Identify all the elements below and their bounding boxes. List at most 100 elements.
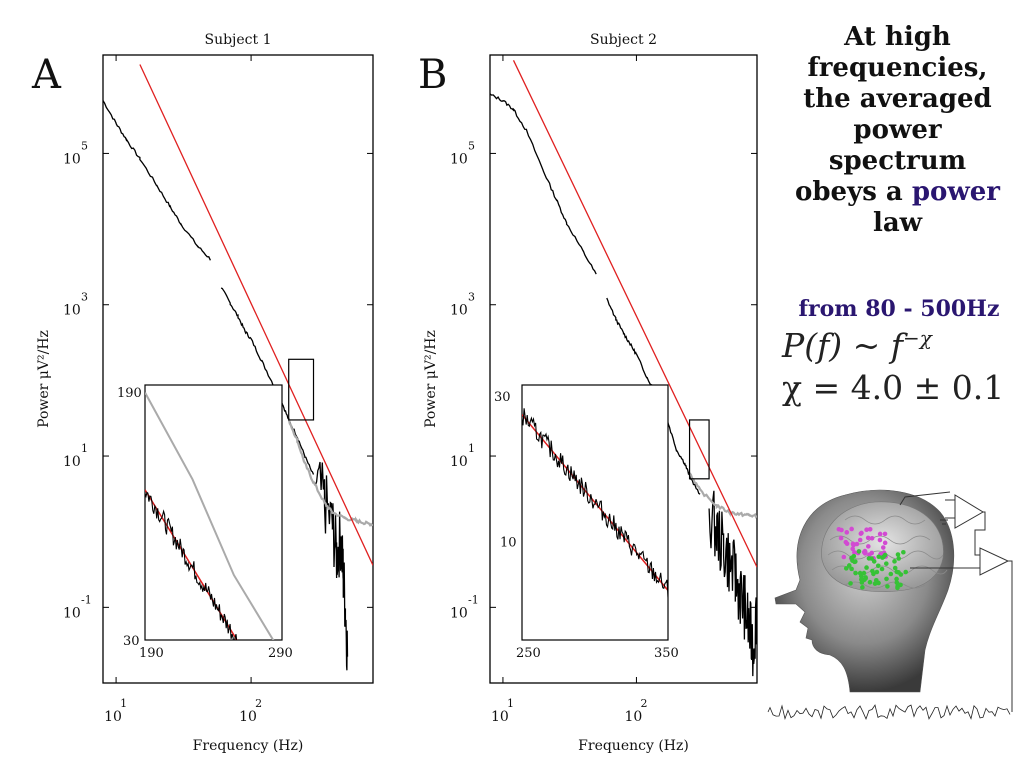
electrode-dot xyxy=(849,526,854,532)
x-tick-label-b: 10 xyxy=(491,709,509,725)
headline-text: At high frequencies, the averaged power … xyxy=(790,22,1005,239)
electrode-dot xyxy=(867,552,872,557)
y-tick-exponent-b: 5 xyxy=(468,139,475,152)
equation-1-base: P(f) ~ f xyxy=(782,326,904,365)
inset-x-tick-label-a: 190 xyxy=(139,646,164,661)
electrode-dot xyxy=(874,569,880,575)
electrode-dot xyxy=(892,565,898,571)
y-tick-label-b: 10 xyxy=(450,605,468,621)
y-axis-label-a: Power μV²/Hz xyxy=(36,330,52,428)
y-tick-exponent-a: 3 xyxy=(81,291,88,304)
equation-1-exponent: −χ xyxy=(903,326,932,350)
y-tick-label-b: 10 xyxy=(450,303,468,319)
electrode-dot xyxy=(841,554,847,560)
electrode-dot xyxy=(901,549,906,555)
x-tick-label-b: 10 xyxy=(624,709,642,725)
frequency-range-label: from 80 - 500Hz xyxy=(798,296,1000,322)
electrode-dot xyxy=(884,576,889,582)
y-tick-exponent-b: -1 xyxy=(468,593,479,606)
inset-noise-floor-a xyxy=(145,392,275,640)
electrode-dot xyxy=(836,526,842,532)
electrode-dot xyxy=(867,579,873,585)
y-axis-label-b: Power μV²/Hz xyxy=(423,330,439,428)
exponent-value: χ = 4.0 ± 0.1 xyxy=(782,368,1005,407)
series-averaged_spectrum_low-a xyxy=(103,100,211,261)
headline-accent-word: power xyxy=(911,177,1000,207)
inset-spectrum-b xyxy=(522,408,668,598)
y-tick-exponent-a: 1 xyxy=(81,442,88,455)
electrode-dot xyxy=(894,580,900,585)
inset-area-b xyxy=(522,408,668,598)
electrode-dot xyxy=(888,571,894,577)
inset-x-tick-label-a: 290 xyxy=(268,646,293,661)
electrode-dot xyxy=(881,554,886,560)
series-averaged_spectrum_tail-a xyxy=(314,461,349,671)
electrode-dot xyxy=(884,561,889,566)
x-tick-exponent-b: 2 xyxy=(640,697,647,710)
power-law-equation: P(f) ~ f−χ xyxy=(782,326,1022,365)
panel-letter-a: A xyxy=(31,52,62,98)
y-tick-exponent-a: 5 xyxy=(81,139,88,152)
electrode-dot xyxy=(857,537,863,543)
y-tick-exponent-b: 1 xyxy=(468,442,475,455)
electrode-dot xyxy=(871,571,876,577)
plot-frame-b xyxy=(489,54,758,684)
electrode-dot xyxy=(895,552,901,557)
electrode-dot xyxy=(860,585,865,590)
x-tick-label-a: 10 xyxy=(239,709,257,725)
inset-x-tick-label-b: 250 xyxy=(516,646,541,661)
y-tick-label-a: 10 xyxy=(63,151,81,167)
electrode-dot xyxy=(895,585,900,591)
electrode-dot xyxy=(882,540,888,546)
y-tick-label-a: 10 xyxy=(63,605,81,621)
inset-y-tick-label-b: 10 xyxy=(500,535,517,550)
electrode-dot xyxy=(838,535,844,541)
chart-title-a: Subject 1 xyxy=(204,32,271,48)
electrode-dot xyxy=(869,556,874,561)
electrode-dot xyxy=(867,526,873,532)
electrode-dot xyxy=(861,570,867,576)
x-tick-label-a: 10 xyxy=(104,709,122,725)
electrode-dot xyxy=(856,549,862,554)
headline-line: At high frequencies, the averaged power … xyxy=(795,22,992,207)
series-noise_floor-a xyxy=(287,418,373,528)
y-tick-exponent-b: 3 xyxy=(468,291,475,304)
electrode-dot xyxy=(863,550,868,555)
plot-frame-a xyxy=(102,54,374,684)
chart-title-b: Subject 2 xyxy=(590,32,657,48)
inset-y-tick-label-a: 190 xyxy=(117,386,142,401)
inset-spectrum-a xyxy=(145,491,238,640)
electrode-dot xyxy=(848,581,853,586)
x-tick-exponent-a: 2 xyxy=(255,697,262,710)
inset-fit-line-a xyxy=(145,489,238,640)
electrode-dot xyxy=(843,566,849,571)
electrode-dot xyxy=(894,569,900,575)
electrode-dot xyxy=(885,584,890,589)
electrode-dot xyxy=(863,576,868,581)
electrode-dot xyxy=(898,572,904,577)
inset-area-a xyxy=(145,392,275,640)
y-tick-label-b: 10 xyxy=(450,454,468,470)
electrode-dot xyxy=(859,530,864,536)
electrode-dot xyxy=(850,546,855,552)
electrode-dot xyxy=(844,541,850,547)
series-noise_floor-b xyxy=(688,472,757,519)
inset-frame-a xyxy=(144,384,283,641)
electrode-dot xyxy=(882,531,888,537)
electrode-dot xyxy=(877,531,883,537)
electrode-dot xyxy=(866,544,871,549)
y-tick-label-b: 10 xyxy=(450,151,468,167)
electrode-dot xyxy=(869,535,875,541)
electrode-dot xyxy=(849,566,854,572)
electrode-dot xyxy=(853,559,858,564)
panel-letter-b: B xyxy=(418,52,447,98)
zoom-box-b xyxy=(688,419,710,480)
electrode-dot xyxy=(846,563,852,568)
electrode-dot xyxy=(892,559,897,564)
electrode-dot xyxy=(894,576,899,582)
inset-y-tick-label-b: 30 xyxy=(494,390,511,405)
inset-frame-b xyxy=(521,384,669,641)
electrode-dot xyxy=(898,582,903,588)
